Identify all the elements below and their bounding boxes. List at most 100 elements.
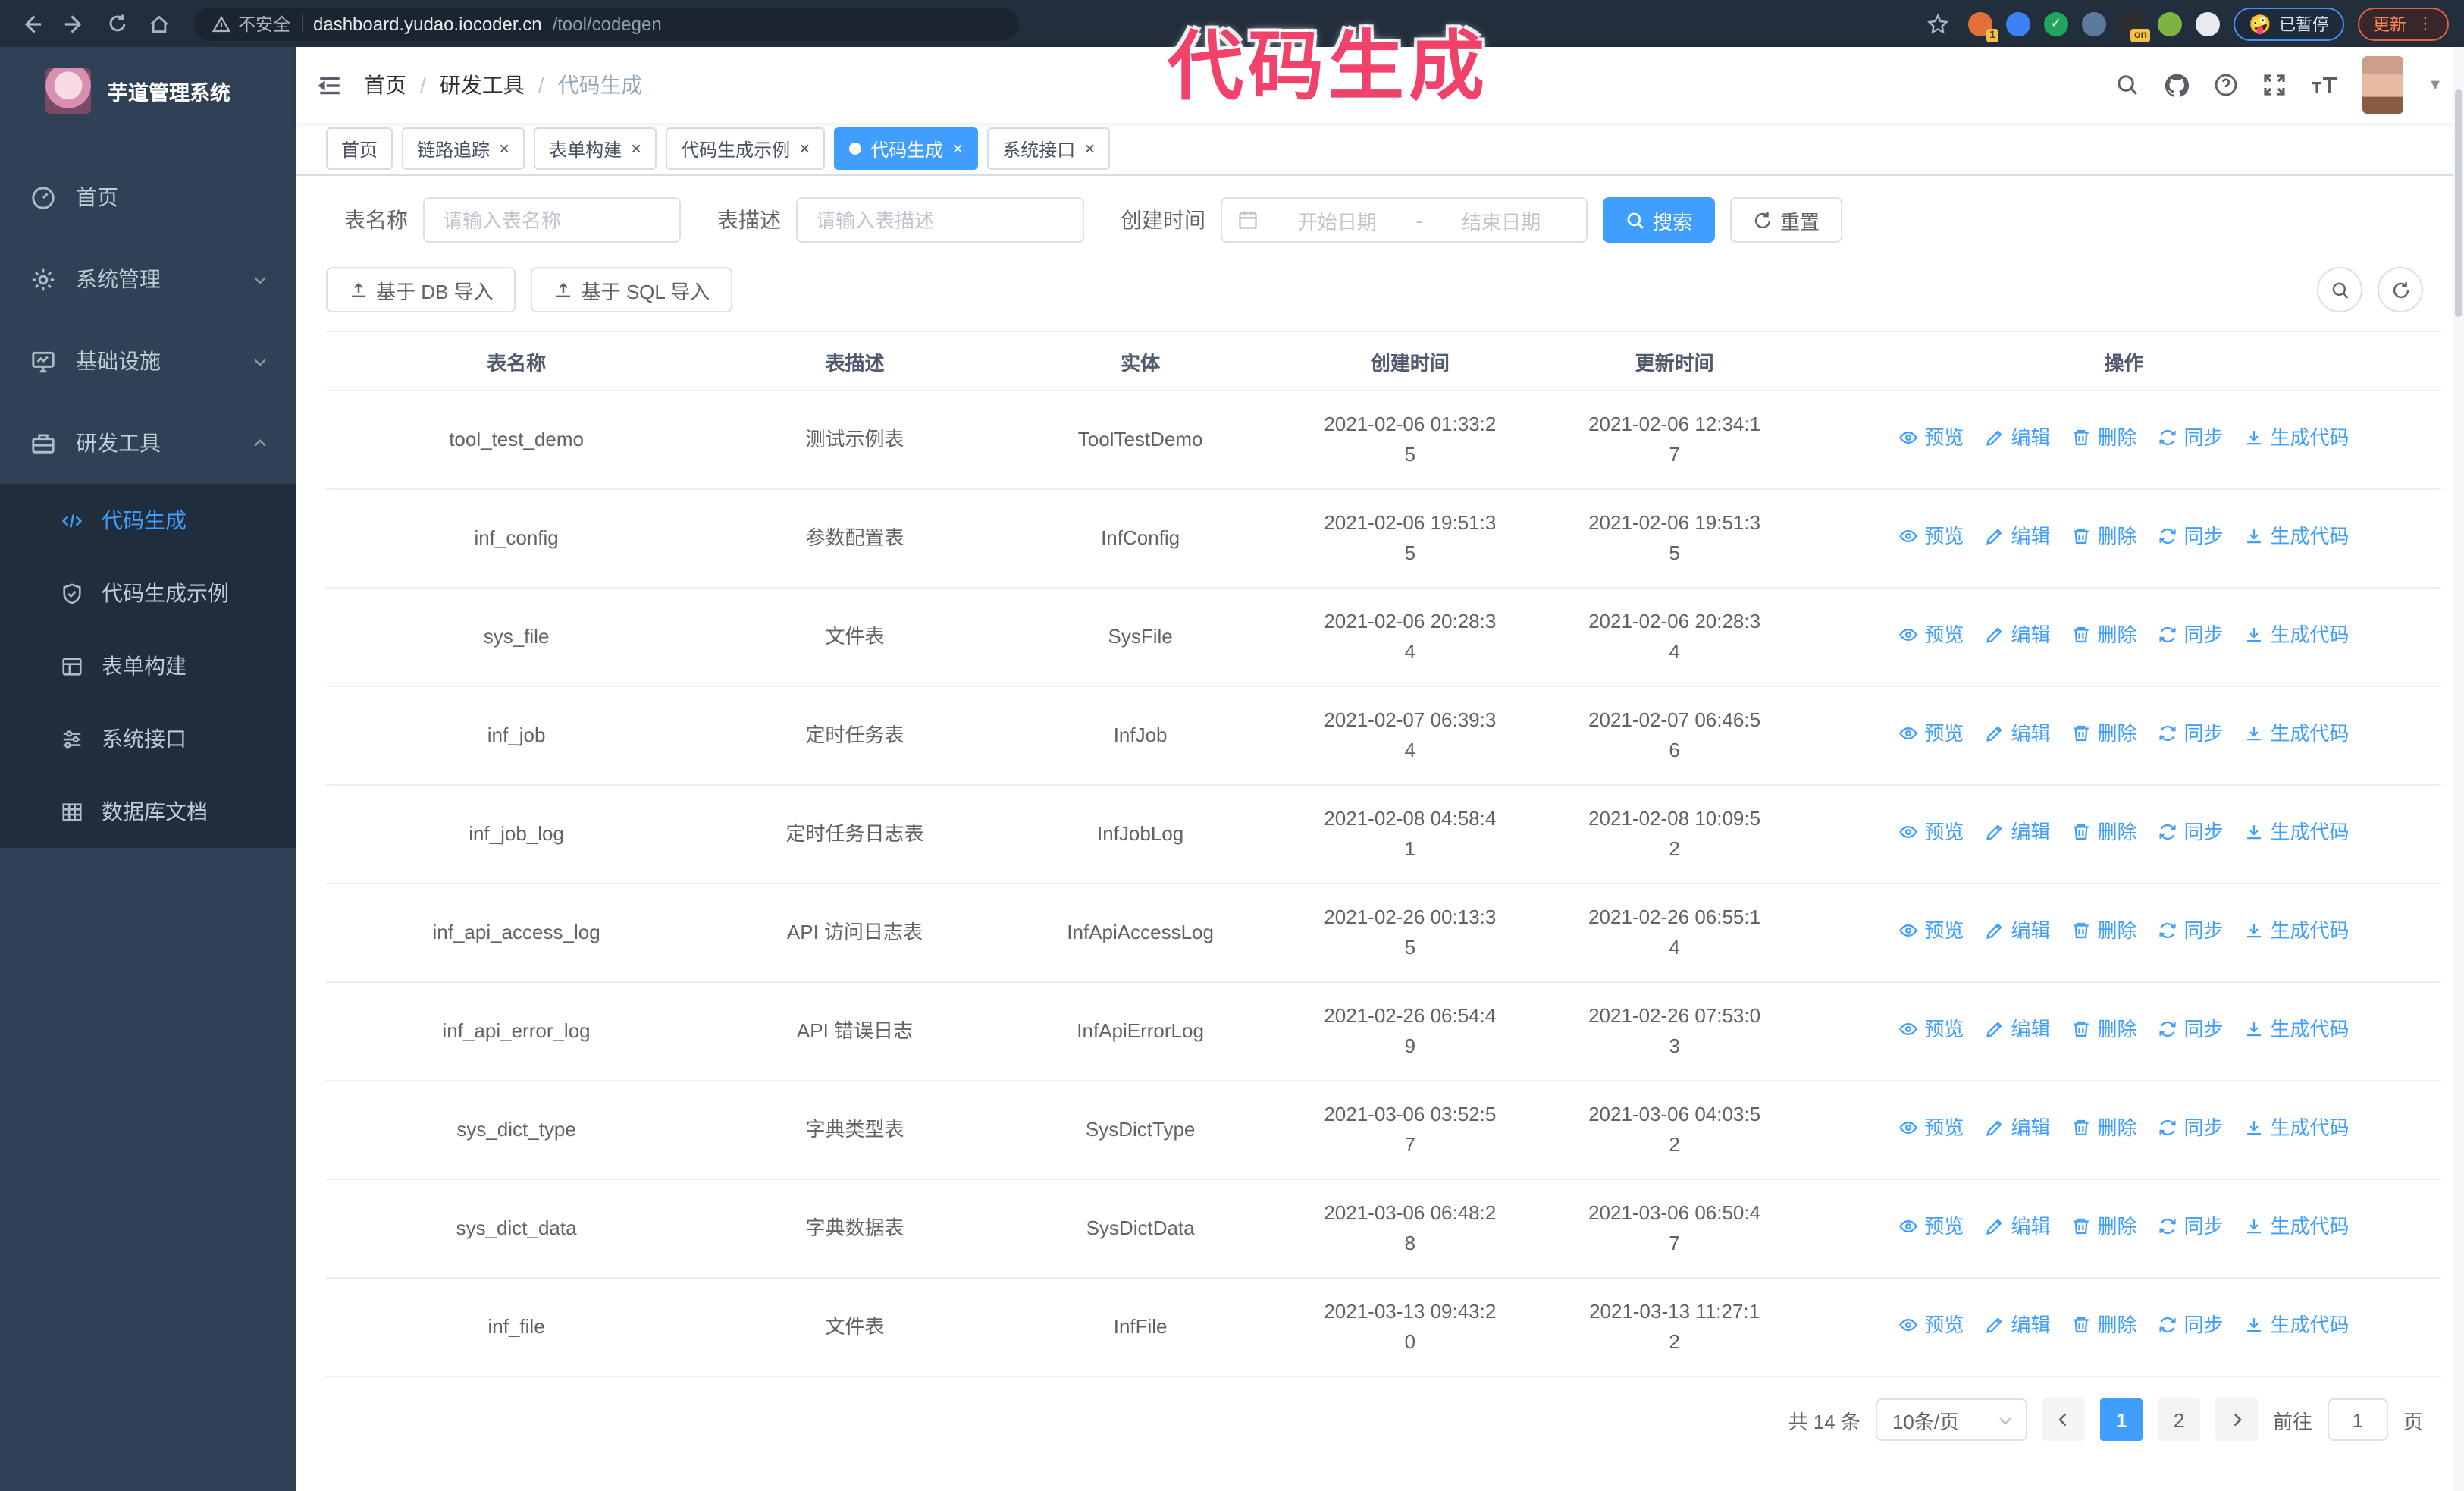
tab-close-icon[interactable]: × [499, 138, 510, 159]
import-sql-button[interactable]: 基于 SQL 导入 [531, 267, 733, 312]
sidebar-item[interactable]: 首页 [0, 156, 296, 238]
page-scrollbar[interactable] [2453, 47, 2464, 1491]
row-action-link[interactable]: 删除 [2071, 1212, 2137, 1242]
row-action-link[interactable]: 编辑 [1985, 1113, 2050, 1144]
row-action-link[interactable]: 同步 [2158, 916, 2224, 946]
row-action-link[interactable]: 生成代码 [2245, 1311, 2350, 1341]
row-action-link[interactable]: 生成代码 [2245, 423, 2350, 454]
sidebar-subitem[interactable]: 表单构建 [0, 629, 296, 702]
page-tab[interactable]: 系统接口 × [987, 127, 1111, 170]
end-date-placeholder[interactable]: 结束日期 [1462, 210, 1541, 233]
row-action-link[interactable]: 生成代码 [2245, 1212, 2350, 1242]
fullscreen-button[interactable] [2262, 73, 2287, 97]
row-action-link[interactable]: 预览 [1898, 1311, 1964, 1341]
start-date-placeholder[interactable]: 开始日期 [1297, 210, 1377, 233]
sidebar-subitem[interactable]: 数据库文档 [0, 775, 296, 848]
browser-extension-icon[interactable] [2082, 11, 2107, 36]
row-action-link[interactable]: 删除 [2071, 620, 2137, 651]
scrollbar-thumb[interactable] [2455, 89, 2462, 317]
browser-extension-icon[interactable] [2158, 11, 2183, 36]
prev-page-button[interactable] [2042, 1398, 2085, 1441]
row-action-link[interactable]: 生成代码 [2245, 916, 2350, 946]
help-button[interactable] [2214, 73, 2238, 97]
row-action-link[interactable]: 同步 [2158, 818, 2224, 848]
row-action-link[interactable]: 预览 [1898, 1212, 1964, 1242]
row-action-link[interactable]: 预览 [1898, 719, 1964, 749]
row-action-link[interactable]: 同步 [2158, 1311, 2224, 1341]
font-size-button[interactable] [2311, 73, 2338, 97]
row-action-link[interactable]: 同步 [2158, 620, 2224, 651]
reload-button[interactable] [100, 7, 133, 40]
row-action-link[interactable]: 生成代码 [2245, 1113, 2350, 1144]
page-tab[interactable]: 链路追踪 × [402, 127, 525, 170]
home-button[interactable] [143, 7, 176, 40]
breadcrumb-item[interactable]: 首页 [364, 73, 406, 97]
table-desc-input[interactable] [796, 197, 1084, 243]
row-action-link[interactable]: 同步 [2158, 522, 2224, 552]
row-action-link[interactable]: 生成代码 [2245, 1015, 2350, 1045]
bookmark-star-button[interactable] [1921, 7, 1955, 40]
refresh-table-button[interactable] [2378, 267, 2423, 312]
goto-page-input[interactable] [2327, 1398, 2388, 1441]
sidebar-subitem[interactable]: 代码生成 [0, 484, 296, 557]
row-action-link[interactable]: 同步 [2158, 719, 2224, 749]
row-action-link[interactable]: 同步 [2158, 1113, 2224, 1144]
recorder-paused-badge[interactable]: 🤪 已暂停 [2234, 7, 2344, 40]
tab-close-icon[interactable]: × [952, 138, 964, 159]
page-tab[interactable]: 首页 × [326, 127, 393, 170]
user-avatar[interactable] [2362, 56, 2404, 114]
row-action-link[interactable]: 同步 [2158, 1212, 2224, 1242]
row-action-link[interactable]: 编辑 [1985, 1212, 2050, 1242]
row-action-link[interactable]: 删除 [2071, 522, 2137, 552]
sidebar-subitem[interactable]: 系统接口 [0, 702, 296, 775]
row-action-link[interactable]: 编辑 [1985, 719, 2050, 749]
breadcrumb-item[interactable]: 代码生成 [557, 73, 643, 97]
row-action-link[interactable]: 编辑 [1985, 620, 2050, 651]
row-action-link[interactable]: 编辑 [1985, 423, 2050, 454]
row-action-link[interactable]: 删除 [2071, 1311, 2137, 1341]
row-action-link[interactable]: 预览 [1898, 818, 1964, 848]
address-bar[interactable]: 不安全 dashboard.yudao.iocoder.cn/tool/code… [194, 7, 1019, 40]
reset-button[interactable]: 重置 [1730, 197, 1843, 243]
forward-button[interactable] [58, 7, 91, 40]
browser-menu-icon[interactable]: ⋮ [2417, 15, 2434, 33]
row-action-link[interactable]: 预览 [1898, 522, 1964, 552]
browser-extension-icon[interactable]: 1 [1968, 11, 1999, 42]
github-link[interactable] [2164, 72, 2190, 98]
avatar-caret-icon[interactable]: ▼ [2428, 77, 2443, 93]
sidebar-subitem[interactable]: 代码生成示例 [0, 557, 296, 629]
sidebar-item[interactable]: 基础设施 [0, 320, 296, 402]
row-action-link[interactable]: 删除 [2071, 916, 2137, 946]
sidebar-toggle[interactable] [296, 47, 364, 123]
toggle-search-button[interactable] [2317, 267, 2362, 312]
row-action-link[interactable]: 删除 [2071, 423, 2137, 454]
row-action-link[interactable]: 预览 [1898, 423, 1964, 454]
page-number-button[interactable]: 2 [2157, 1398, 2200, 1441]
row-action-link[interactable]: 编辑 [1985, 522, 2050, 552]
page-size-select[interactable]: 10条/页 [1875, 1398, 2027, 1441]
page-tab[interactable]: 表单构建 × [534, 127, 657, 170]
tab-close-icon[interactable]: × [631, 138, 642, 159]
sidebar-item[interactable]: 研发工具 [0, 402, 296, 484]
page-number-button[interactable]: 1 [2099, 1398, 2143, 1441]
tab-close-icon[interactable]: × [799, 138, 810, 159]
row-action-link[interactable]: 编辑 [1985, 1015, 2050, 1045]
row-action-link[interactable]: 生成代码 [2245, 719, 2350, 749]
date-range-picker[interactable]: 开始日期 - 结束日期 [1221, 197, 1588, 243]
row-action-link[interactable]: 同步 [2158, 1015, 2224, 1045]
app-logo[interactable]: 芋道管理系统 [0, 47, 296, 135]
row-action-link[interactable]: 生成代码 [2245, 620, 2350, 651]
browser-extension-icon[interactable]: ✓ [2044, 11, 2069, 36]
row-action-link[interactable]: 删除 [2071, 1113, 2137, 1144]
row-action-link[interactable]: 删除 [2071, 1015, 2137, 1045]
row-action-link[interactable]: 生成代码 [2245, 818, 2350, 848]
row-action-link[interactable]: 预览 [1898, 620, 1964, 651]
sidebar-item[interactable]: 系统管理 [0, 238, 296, 320]
tab-close-icon[interactable]: × [1084, 138, 1096, 159]
search-button[interactable]: 搜索 [1603, 197, 1716, 243]
row-action-link[interactable]: 编辑 [1985, 1311, 2050, 1341]
breadcrumb-item[interactable]: 研发工具 [439, 73, 525, 97]
browser-extension-icon[interactable]: on [2120, 11, 2151, 42]
row-action-link[interactable]: 同步 [2158, 423, 2224, 454]
page-tab[interactable]: 代码生成示例 × [666, 127, 826, 170]
